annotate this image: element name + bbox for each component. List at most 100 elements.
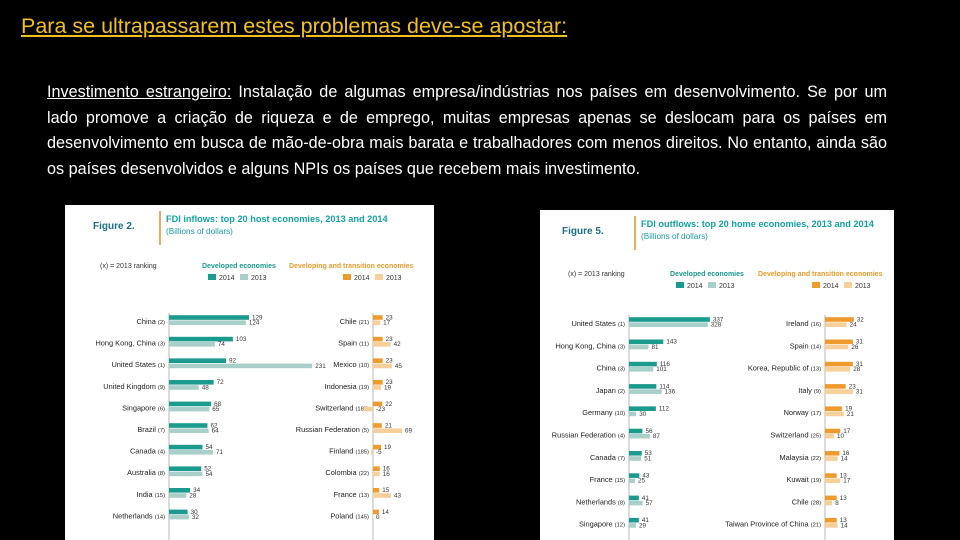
- category-name: Australia: [127, 468, 158, 477]
- bar-v2013: [363, 406, 373, 412]
- bar-v2014: [825, 384, 846, 389]
- category-label: United States (1): [571, 319, 625, 328]
- data-label-v2013: 17: [843, 478, 851, 485]
- category-rank: (7): [158, 428, 165, 434]
- category-label: Brazil (7): [137, 425, 165, 434]
- bar-v2014: [629, 406, 656, 411]
- category-label: China (2): [137, 317, 166, 326]
- category-name: Finland: [329, 447, 355, 456]
- category-label: Kuwait (19): [786, 475, 821, 484]
- legend-swatch-dev-2014: [343, 274, 351, 280]
- data-label-v2013: 65: [212, 406, 220, 413]
- bar-v2014: [373, 358, 383, 363]
- category-label: Mexico (10): [333, 360, 369, 369]
- bar-v2014: [825, 317, 854, 322]
- fdi-inflows-figure: Figure 2. FDI inflows: top 20 host econom…: [65, 205, 434, 540]
- category-label: Korea, Republic of (13): [748, 364, 821, 373]
- data-label-v2013: -5: [376, 449, 382, 456]
- category-name: Indonesia: [325, 382, 359, 391]
- legend-swatch-2014: [208, 274, 216, 280]
- category-name: Brazil: [137, 425, 158, 434]
- data-label-v2014: 22: [385, 401, 393, 408]
- data-label-v2013: 57: [646, 500, 654, 507]
- data-label-v2014: 13: [840, 517, 848, 524]
- data-label-v2013: 28: [189, 492, 197, 499]
- data-label-v2014: 23: [386, 379, 394, 386]
- data-label-v2013: 81: [651, 344, 659, 351]
- data-label-v2013: 64: [212, 428, 220, 435]
- bar-v2013: [373, 493, 392, 498]
- legend-label-dev-2013: 2013: [855, 283, 871, 290]
- paragraph-lead: Investimento estrangeiro:: [47, 83, 232, 101]
- category-name: Singapore: [122, 403, 158, 412]
- category-name: France: [334, 490, 359, 499]
- bar-v2013: [825, 344, 849, 350]
- bar-v2013: [629, 411, 637, 417]
- category-label: Norway (17): [784, 408, 821, 417]
- data-label-v2013: 16: [383, 471, 391, 478]
- category-rank: (145): [355, 514, 369, 520]
- category-label: Germany (10): [582, 408, 625, 417]
- category-name: Spain: [790, 341, 811, 350]
- bar-v2013: [629, 389, 662, 394]
- category-name: Canada: [590, 453, 618, 462]
- category-rank: (10): [615, 411, 625, 417]
- category-rank: (22): [359, 471, 369, 477]
- figure-label: Figure 5.: [562, 226, 604, 237]
- data-label-v2013: 71: [216, 449, 224, 456]
- category-rank: (19): [811, 478, 821, 484]
- bar-v2013: [629, 523, 636, 528]
- category-name: Poland: [330, 511, 355, 520]
- category-rank: (4): [158, 450, 165, 456]
- bar-v2013: [370, 450, 373, 455]
- data-label-v2013: 25: [638, 478, 646, 485]
- slide-title: Para se ultrapassarem estes problemas de…: [21, 14, 568, 38]
- data-label-v2014: 17: [843, 428, 851, 435]
- data-label-v2013: 48: [202, 384, 210, 391]
- bar-v2014: [629, 428, 643, 434]
- category-rank: (21): [359, 320, 369, 326]
- category-name: Canada: [130, 447, 158, 456]
- category-label: Hong Kong, China (3): [555, 341, 625, 350]
- data-label-v2013: 74: [218, 341, 226, 348]
- category-label: Canada (4): [130, 447, 165, 456]
- bar-v2014: [373, 509, 379, 515]
- category-rank: (1): [158, 363, 165, 369]
- bar-v2013: [825, 523, 838, 528]
- data-label-v2014: 52: [204, 466, 212, 473]
- category-rank: (28): [811, 500, 821, 506]
- category-name: Italy: [798, 386, 814, 395]
- bar-v2013: [825, 389, 853, 394]
- category-name: Japan: [596, 386, 618, 395]
- legend-label-2014: 2014: [687, 283, 703, 290]
- category-label: Switzerland (187): [315, 403, 369, 412]
- bar-v2013: [373, 471, 380, 477]
- bar-v2014: [373, 380, 383, 385]
- data-label-v2013: 28: [853, 366, 861, 373]
- category-label: Spain (14): [790, 341, 821, 350]
- legend-label-dev-2014: 2014: [354, 275, 370, 282]
- bar-v2014: [629, 495, 639, 501]
- category-name: Switzerland: [315, 403, 355, 412]
- bar-v2014: [629, 473, 640, 478]
- data-label-v2014: 41: [642, 495, 650, 502]
- category-label: Chile (28): [792, 497, 821, 506]
- bar-v2014: [825, 451, 840, 456]
- data-label-v2014: 32: [857, 316, 865, 323]
- bar-v2013: [825, 456, 838, 461]
- category-label: Colombia (22): [325, 468, 369, 477]
- category-label: Ireland (16): [786, 319, 821, 328]
- data-label-v2014: 23: [849, 383, 857, 390]
- legend-swatch-dev-2014: [812, 282, 820, 288]
- data-label-v2013: 14: [841, 455, 849, 462]
- data-label-v2014: 114: [659, 383, 670, 390]
- category-name: France: [590, 475, 615, 484]
- bar-v2013: [629, 367, 654, 372]
- data-label-v2014: 19: [384, 444, 392, 451]
- category-rank: (4): [618, 434, 625, 440]
- category-rank: (187): [355, 406, 369, 412]
- bar-v2013: [169, 406, 210, 412]
- data-label-v2014: 129: [252, 314, 263, 321]
- data-label-v2013: 43: [394, 492, 402, 499]
- data-label-v2014: 34: [193, 487, 201, 494]
